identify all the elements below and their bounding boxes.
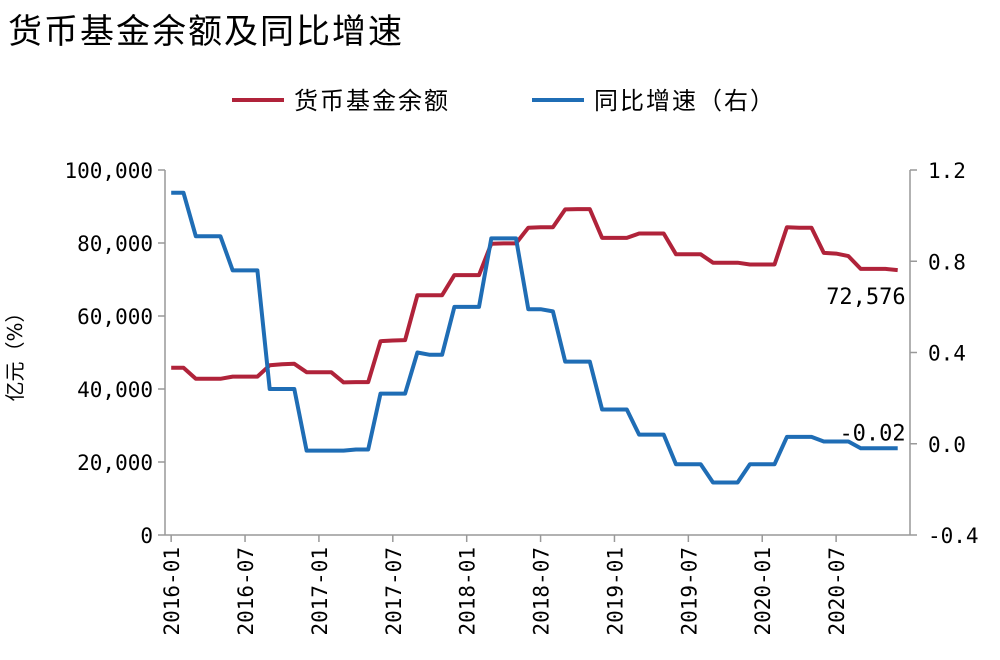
series-line-0 bbox=[171, 207, 898, 385]
left-tick-label: 20,000 bbox=[77, 451, 153, 475]
x-tick-label: 2017-01 bbox=[308, 547, 332, 636]
series-line-1 bbox=[171, 190, 898, 485]
x-tick-label: 2016-07 bbox=[234, 547, 258, 636]
left-tick-label: 60,000 bbox=[77, 305, 153, 329]
x-tick-label: 2019-01 bbox=[603, 547, 627, 636]
left-tick-label: 100,000 bbox=[64, 159, 153, 183]
right-tick-label: 0.8 bbox=[928, 250, 966, 274]
legend-label-0: 货币基金余额 bbox=[294, 87, 450, 115]
legend: 货币基金余额 同比增速（右） bbox=[232, 87, 776, 115]
y-axis-label: 亿元（%） bbox=[3, 302, 27, 401]
annotation-0: 72,576 bbox=[826, 285, 905, 310]
left-axis-ticks: 0 20,000 40,000 60,000 80,000 100,000 bbox=[64, 159, 165, 548]
x-tick-label: 2017-07 bbox=[382, 547, 406, 636]
left-tick-label: 0 bbox=[140, 524, 153, 548]
x-tick-label: 2018-01 bbox=[456, 547, 480, 636]
annotations: 72,576 -0.02 bbox=[826, 285, 905, 446]
right-tick-label: 0.4 bbox=[928, 342, 966, 366]
right-tick-label: 0.0 bbox=[928, 433, 966, 457]
annotation-1: -0.02 bbox=[839, 421, 905, 446]
x-tick-label: 2020-01 bbox=[751, 547, 775, 636]
left-tick-label: 80,000 bbox=[77, 232, 153, 256]
x-tick-label: 2018-07 bbox=[530, 547, 554, 636]
x-axis-ticks: 2016-01 2016-07 2017-01 2017-07 2018-01 2018-… bbox=[160, 535, 849, 636]
left-tick-label: 40,000 bbox=[77, 378, 153, 402]
x-tick-label: 2016-01 bbox=[160, 547, 184, 636]
x-tick-label: 2020-07 bbox=[825, 547, 849, 636]
right-axis-ticks: -0.4 0.0 0.4 0.8 1.2 bbox=[910, 159, 979, 548]
right-tick-label: 1.2 bbox=[928, 159, 966, 183]
right-tick-label: -0.4 bbox=[928, 524, 979, 548]
chart-title: 货币基金余额及同比增速 bbox=[8, 12, 404, 52]
x-tick-label: 2019-07 bbox=[677, 547, 701, 636]
series-layer bbox=[171, 190, 898, 485]
legend-label-1: 同比增速（右） bbox=[594, 87, 776, 115]
